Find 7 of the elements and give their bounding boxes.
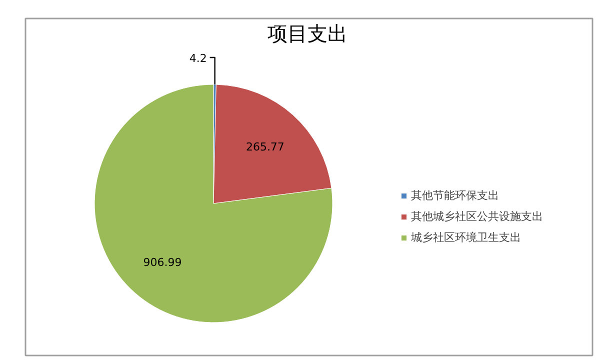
data-label: 265.77 — [246, 140, 284, 154]
data-label: 906.99 — [143, 256, 182, 270]
data-label: 4.2 — [189, 52, 207, 66]
legend-label: 城乡社区环境卫生支出 — [411, 230, 521, 245]
legend-label: 其他节能环保支出 — [411, 188, 499, 203]
chart-title: 项目支出 — [268, 22, 348, 46]
legend-label: 其他城乡社区公共设施支出 — [411, 209, 543, 224]
